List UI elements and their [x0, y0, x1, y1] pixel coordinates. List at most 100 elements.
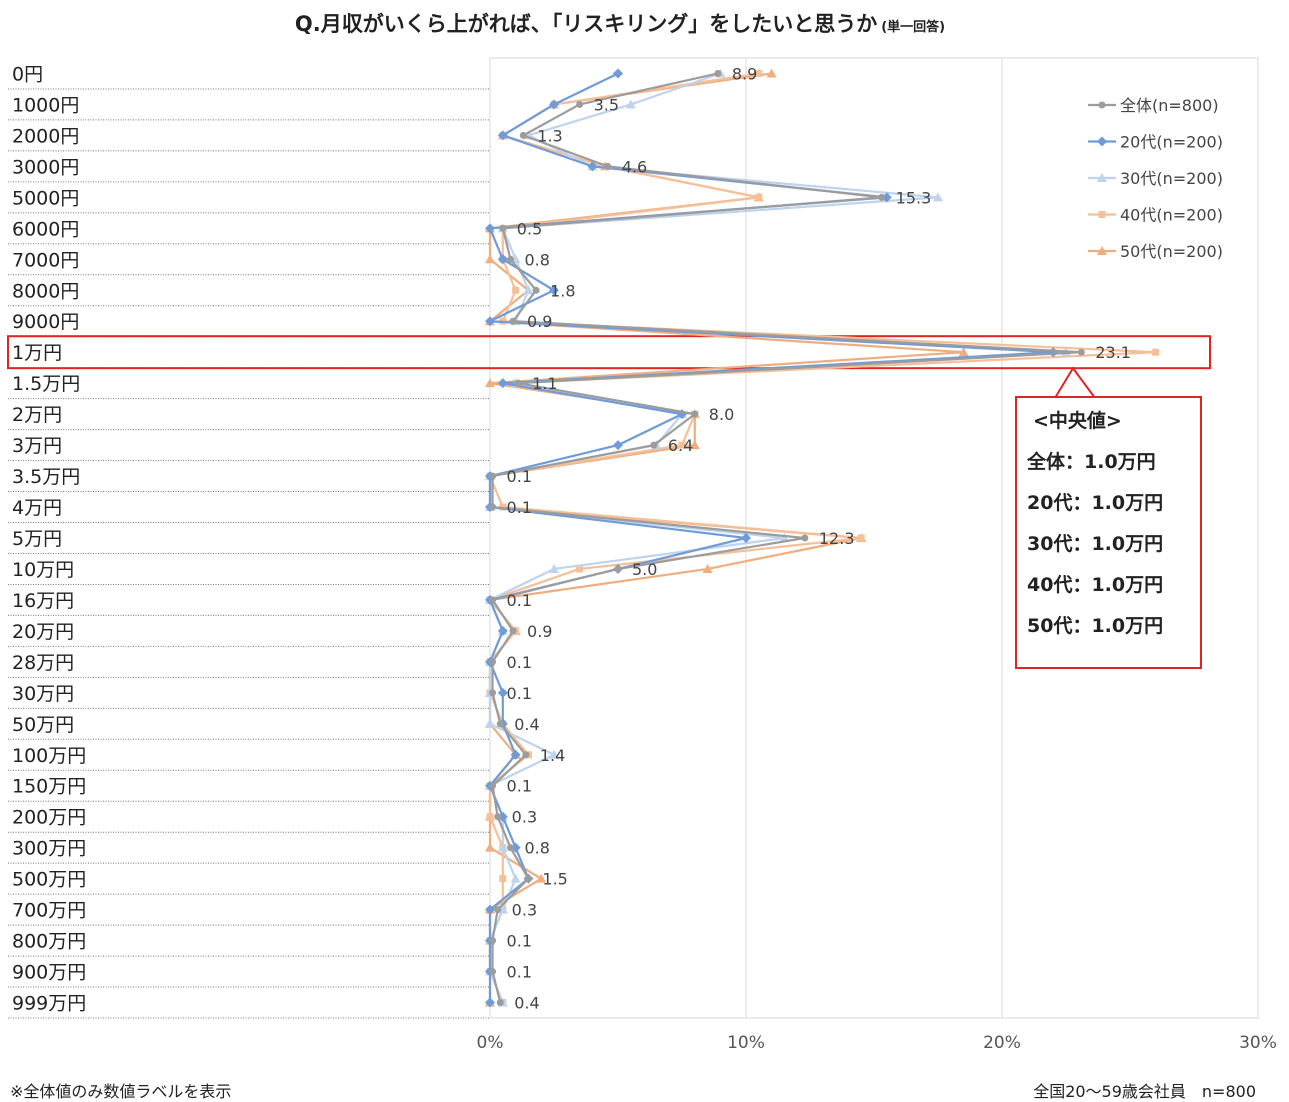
- series-line: [488, 72, 1055, 1003]
- series-line: [488, 72, 1068, 1003]
- data-label: 4.6: [622, 157, 647, 176]
- median-row-30s: 30代：1.0万円: [1027, 533, 1164, 555]
- data-point: [878, 193, 886, 201]
- data-point: [678, 441, 686, 449]
- data-point: [801, 534, 809, 542]
- data-point: [576, 100, 584, 108]
- median-row-all: 全体：1.0万円: [1027, 451, 1156, 473]
- data-point: [509, 627, 517, 635]
- category-label: 1.5万円: [12, 373, 80, 395]
- data-point: [496, 720, 504, 728]
- data-point: [881, 192, 892, 203]
- category-label: 800万円: [12, 931, 86, 953]
- category-label: 3.5万円: [12, 466, 80, 488]
- data-point: [494, 906, 502, 914]
- data-point: [485, 254, 495, 264]
- data-point: [489, 472, 497, 480]
- data-point: [506, 844, 514, 852]
- data-label: 1.3: [537, 126, 562, 145]
- data-point: [497, 254, 508, 265]
- data-label: 0.4: [514, 994, 539, 1013]
- data-point: [510, 749, 521, 760]
- data-point: [489, 782, 497, 790]
- data-point: [485, 904, 495, 915]
- data-point: [613, 440, 623, 451]
- data-label: 23.1: [1095, 343, 1131, 362]
- data-point: [532, 286, 540, 294]
- data-point: [514, 379, 522, 387]
- legend-marker: [1097, 246, 1107, 255]
- title-text: Q.月収がいくら上がれば、「リスキリング」をしたいと思うか: [294, 12, 878, 36]
- data-label: 0.1: [507, 932, 532, 951]
- data-point: [650, 441, 658, 449]
- data-point: [489, 596, 497, 604]
- data-label: 15.3: [896, 188, 932, 207]
- data-point: [549, 563, 559, 573]
- data-label: 0.9: [527, 312, 552, 331]
- data-label: 0.3: [512, 901, 537, 920]
- data-label: 1.8: [550, 281, 575, 300]
- legend-label: 40代(n=200): [1120, 206, 1223, 225]
- data-point: [689, 440, 700, 450]
- category-label: 16万円: [12, 590, 74, 612]
- data-point: [499, 224, 507, 232]
- x-tick-label: 0%: [477, 1033, 504, 1053]
- category-label: 2000円: [12, 125, 79, 147]
- median-box: <中央値> 全体：1.0万円 20代：1.0万円 30代：1.0万円 40代：1…: [1015, 396, 1202, 669]
- data-point: [510, 873, 521, 883]
- data-point: [613, 68, 623, 79]
- data-point: [519, 131, 527, 139]
- data-label: 0.1: [507, 963, 532, 982]
- x-tick-label: 20%: [983, 1033, 1021, 1053]
- data-point: [485, 718, 495, 728]
- data-label: 0.8: [524, 250, 549, 269]
- category-label: 5000円: [12, 187, 79, 209]
- data-point: [489, 658, 497, 666]
- data-label: 0.3: [512, 808, 537, 827]
- data-label: 1.1: [532, 374, 557, 393]
- data-label: 0.5: [517, 219, 542, 238]
- median-title: <中央値>: [1033, 410, 1122, 432]
- data-label: 0.1: [507, 653, 532, 672]
- data-point: [523, 285, 534, 295]
- category-label: 200万円: [12, 807, 86, 829]
- category-label: 150万円: [12, 776, 86, 798]
- data-point: [958, 347, 969, 357]
- data-point: [1152, 348, 1160, 356]
- category-label: 3万円: [12, 435, 62, 457]
- data-point: [587, 161, 598, 172]
- median-row-50s: 50代：1.0万円: [1027, 615, 1164, 637]
- data-point: [702, 563, 713, 573]
- data-label: 0.1: [507, 591, 532, 610]
- category-label: 0円: [12, 63, 43, 85]
- data-label: 8.9: [732, 64, 757, 83]
- subtitle-text: (単一回答): [881, 20, 946, 35]
- data-label: 8.0: [709, 405, 734, 424]
- data-point: [576, 565, 584, 573]
- data-point: [510, 842, 521, 853]
- data-point: [755, 69, 763, 77]
- data-label: 0.1: [507, 498, 532, 517]
- data-point: [1048, 347, 1059, 358]
- category-label: 900万円: [12, 962, 86, 984]
- category-label: 4万円: [12, 497, 62, 519]
- x-tick-label: 30%: [1239, 1033, 1277, 1053]
- data-point: [497, 130, 508, 141]
- category-label: 7000円: [12, 249, 79, 271]
- data-point: [766, 68, 777, 78]
- legend-marker: [1097, 136, 1107, 147]
- category-label: 300万円: [12, 838, 86, 860]
- category-label: 500万円: [12, 869, 86, 891]
- data-point: [755, 193, 763, 201]
- category-label: 50万円: [12, 714, 74, 736]
- median-row-20s: 20代：1.0万円: [1027, 492, 1164, 514]
- data-point: [857, 534, 865, 542]
- category-label: 2万円: [12, 404, 62, 426]
- footnote-left: ※全体値のみ数値ラベルを表示: [10, 1082, 232, 1101]
- data-point: [499, 875, 507, 883]
- legend-marker: [1098, 211, 1106, 218]
- data-point: [714, 69, 722, 77]
- data-point: [506, 255, 514, 263]
- data-point: [497, 625, 508, 636]
- data-point: [489, 689, 497, 697]
